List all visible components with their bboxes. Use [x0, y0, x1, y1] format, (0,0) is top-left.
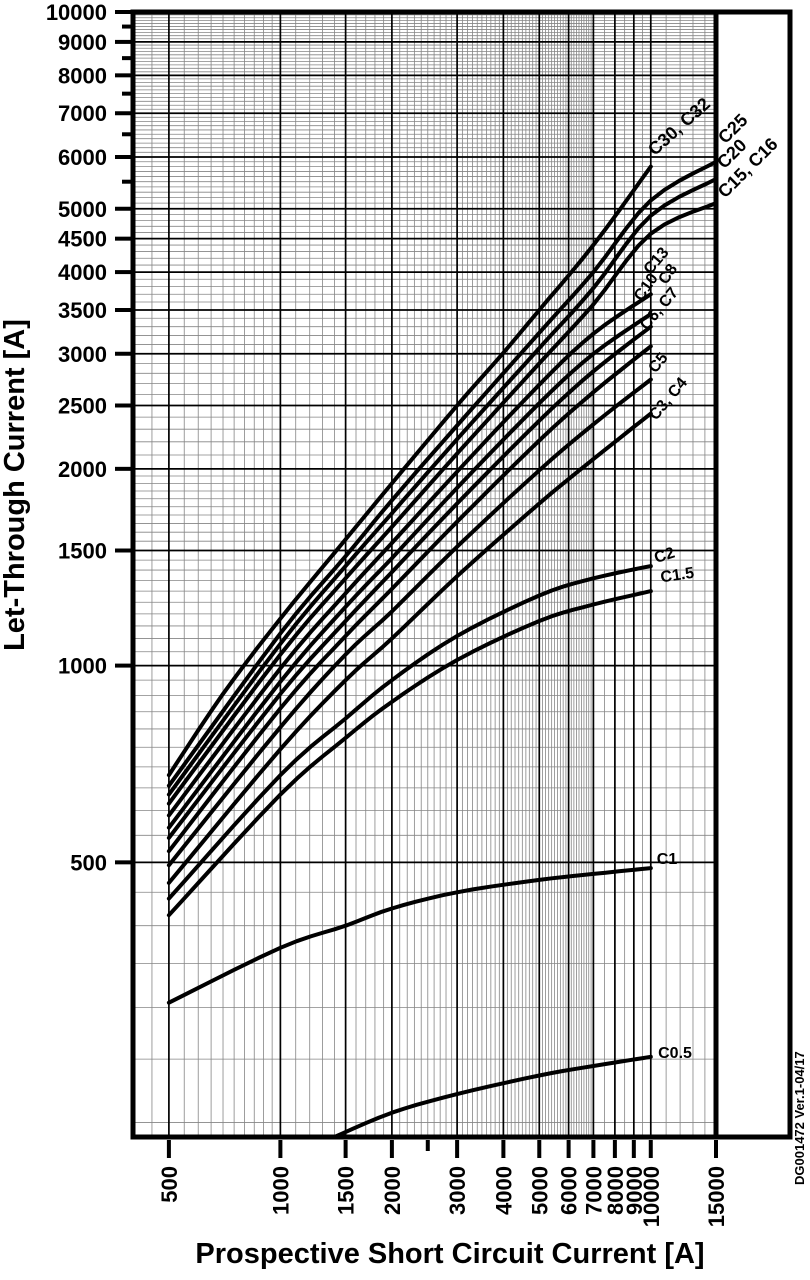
document-reference-text: DG001472 Ver.1-04/17 [792, 1051, 807, 1185]
curve-c30-c32 [166, 164, 653, 778]
curve-c5 [166, 377, 653, 868]
x-tick-label-9000: 9000 [622, 1166, 647, 1215]
y-tick-label-3500: 3500 [58, 298, 107, 323]
curve-label-c2: C2 [652, 544, 677, 567]
axis-ticks [115, 10, 718, 1158]
x-tick-label-1000: 1000 [268, 1166, 293, 1215]
curve-c25 [166, 159, 718, 788]
y-tick-label-2500: 2500 [58, 394, 107, 419]
y-tick-label-6000: 6000 [58, 145, 107, 170]
y-tick-label-5000: 5000 [58, 197, 107, 222]
curve-c8 [166, 324, 653, 840]
y-tick-label-7000: 7000 [58, 101, 107, 126]
y-tick-label-9000: 9000 [58, 30, 107, 55]
curve-label-c3-c4: C3, C4 [646, 374, 691, 423]
curve-c6-c7 [166, 344, 653, 854]
x-tick-label-7000: 7000 [581, 1166, 606, 1215]
curve-c1 [166, 866, 653, 1005]
x-axis-title: Prospective Short Circuit Current [A] [195, 1238, 705, 1270]
x-tick-label-500: 500 [157, 1166, 182, 1203]
curve-label-c30-c32: C30, C32 [644, 94, 714, 160]
curve-label-c1.5: C1.5 [659, 565, 695, 587]
x-tick-label-6000: 6000 [557, 1166, 582, 1215]
y-tick-label-10000: 10000 [46, 0, 107, 25]
grid-minor [133, 12, 716, 1137]
plot-border [130, 9, 793, 1140]
curve-c15-c16 [166, 201, 718, 806]
curve-label-c1: C1 [657, 851, 678, 868]
y-tick-label-1000: 1000 [58, 654, 107, 679]
axis-tick-labels: 1000090008000700060005000450040003500300… [46, 0, 729, 1227]
curve-c3-c4 [166, 411, 653, 885]
x-tick-label-4000: 4000 [491, 1166, 516, 1215]
y-tick-label-2000: 2000 [58, 457, 107, 482]
x-tick-label-15000: 15000 [704, 1166, 729, 1227]
curve-c20 [166, 177, 718, 797]
y-tick-label-4500: 4500 [58, 227, 107, 252]
curve-c0.5 [332, 1054, 653, 1139]
curve-c2 [166, 564, 653, 901]
curve-label-c0.5: C0.5 [658, 1045, 692, 1062]
y-tick-label-4000: 4000 [58, 260, 107, 285]
y-tick-label-8000: 8000 [58, 63, 107, 88]
x-tick-label-2000: 2000 [380, 1166, 405, 1215]
x-tick-label-5000: 5000 [527, 1166, 552, 1215]
x-tick-label-3000: 3000 [445, 1166, 470, 1215]
y-axis-title: Let-Through Current [A] [0, 319, 31, 651]
curve-c1.5 [166, 589, 653, 918]
curve-c13 [166, 292, 653, 818]
y-tick-label-1500: 1500 [58, 539, 107, 564]
x-tick-label-1500: 1500 [334, 1166, 359, 1215]
grid-major [133, 12, 716, 1137]
x-tick-label-8000: 8000 [603, 1166, 628, 1215]
curves [166, 159, 718, 1139]
x-tick-label-10000: 10000 [639, 1166, 664, 1227]
y-tick-label-500: 500 [70, 850, 107, 875]
curve-c10 [166, 312, 653, 830]
y-tick-label-3000: 3000 [58, 342, 107, 367]
